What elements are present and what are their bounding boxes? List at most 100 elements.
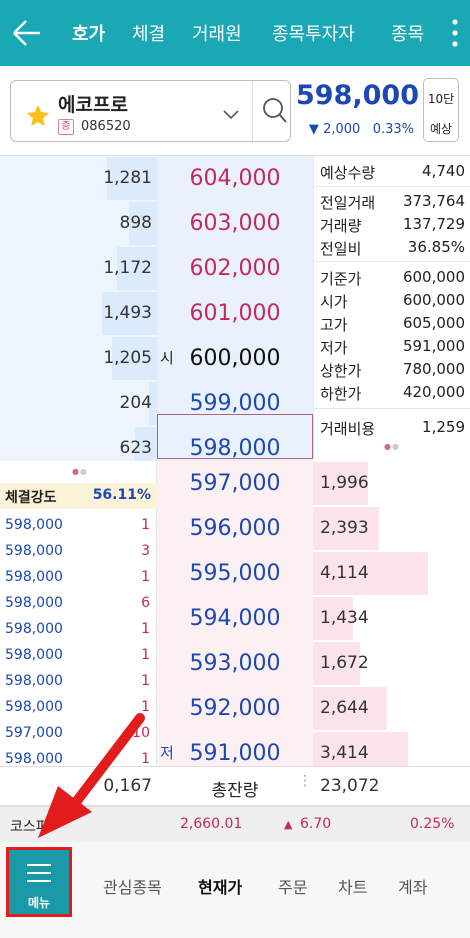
trade-qty: 3	[141, 543, 150, 559]
favorite-star-icon[interactable]	[25, 103, 51, 133]
sell-price[interactable]: 598,000	[189, 436, 281, 461]
orderbook: 1,281 604,000 898 603,000 1,172 602,000 …	[0, 156, 470, 806]
index-change: 6.70	[300, 816, 332, 832]
tab-stock-more[interactable]: 종목	[391, 24, 425, 45]
search-button[interactable]	[252, 81, 292, 141]
sell-volume-bar	[149, 382, 157, 425]
buy-price-column	[157, 461, 313, 766]
trade-qty: 1	[141, 647, 150, 663]
stat-value: 605,000	[402, 314, 465, 332]
stat-label: 전일비	[320, 240, 362, 258]
stat-label: 시가	[320, 293, 348, 311]
down-triangle-icon: ▼	[308, 122, 319, 137]
trade-price: 598,000	[5, 517, 63, 533]
trade-price: 598,000	[5, 673, 63, 689]
page-dots: ●●	[72, 467, 88, 476]
tab-investors[interactable]: 종목투자자	[272, 24, 355, 45]
trade-price: 597,000	[5, 725, 63, 741]
sell-qty: 898	[119, 213, 152, 233]
buy-volume-bar	[313, 507, 379, 550]
depth-label: 10단	[427, 92, 455, 106]
nav-current-price[interactable]: 현재가	[198, 878, 243, 897]
stat-value: 4,740	[422, 162, 465, 180]
hamburger-icon	[27, 864, 51, 888]
buy-qty: 2,393	[320, 518, 369, 538]
open-price-mark: 시	[160, 349, 174, 367]
tab-brokers[interactable]: 거래원	[192, 24, 242, 45]
stat-label: 전일거래	[320, 194, 376, 212]
stat-value: 420,000	[402, 383, 465, 401]
stock-selector[interactable]: 에코프로 증 086520	[10, 80, 291, 142]
back-arrow-icon[interactable]	[10, 14, 44, 52]
sell-price[interactable]: 602,000	[189, 256, 281, 281]
nav-watchlist[interactable]: 관심종목	[103, 878, 162, 897]
nav-chart[interactable]: 차트	[338, 878, 368, 897]
tab-trades[interactable]: 체결	[132, 24, 166, 45]
menu-label: 메뉴	[27, 896, 51, 910]
sell-qty: 1,172	[103, 258, 152, 278]
sell-volume-bar	[112, 337, 157, 380]
stock-name: 에코프로	[58, 94, 128, 116]
stat-label: 예상수량	[320, 164, 376, 182]
stat-label: 저가	[320, 339, 348, 357]
stat-value: 137,729	[402, 215, 465, 233]
sell-volume-bar	[107, 157, 157, 200]
stock-info-bar: 에코프로 증 086520 598,000 ▼ 2,000 0.33% 10단 …	[0, 66, 470, 156]
sell-volume-bar	[129, 202, 157, 245]
nav-account[interactable]: 계좌	[398, 878, 428, 897]
price-change: ▼ 2,000 0.33%	[296, 122, 414, 137]
sell-price[interactable]: 601,000	[189, 301, 281, 326]
sell-price[interactable]: 600,000	[189, 346, 281, 371]
trade-qty: 1	[141, 517, 150, 533]
buy-price[interactable]: 597,000	[189, 471, 281, 496]
sell-volume-bar	[117, 247, 157, 290]
menu-button[interactable]: 메뉴	[6, 847, 72, 917]
current-price: 598,000	[296, 80, 419, 111]
trade-price: 598,000	[5, 595, 63, 611]
chevron-down-icon[interactable]	[223, 105, 239, 124]
page-dots: ●●	[384, 442, 400, 451]
sell-price[interactable]: 599,000	[189, 391, 281, 416]
buy-price[interactable]: 595,000	[189, 561, 281, 586]
buy-qty: 3,414	[320, 743, 369, 763]
strength-value: 56.11%	[92, 487, 151, 503]
buy-qty: 1,672	[320, 653, 369, 673]
stat-value: 600,000	[402, 291, 465, 309]
buy-qty: 1,996	[320, 473, 369, 493]
buy-price[interactable]: 594,000	[189, 606, 281, 631]
trade-price: 598,000	[5, 647, 63, 663]
index-value: 2,660.01	[180, 816, 243, 832]
buy-qty: 1,434	[320, 608, 369, 628]
search-icon	[263, 98, 287, 123]
nav-order[interactable]: 주문	[278, 878, 308, 897]
trade-strength: 체결강도 56.11%	[0, 483, 157, 509]
divider	[314, 186, 470, 187]
trade-price: 598,000	[5, 621, 63, 637]
buy-price[interactable]: 591,000	[189, 741, 281, 766]
depth-toggle-button[interactable]: 10단 예상	[423, 78, 459, 142]
vertical-dots-icon[interactable]: ⋮	[298, 773, 312, 789]
stat-label: 하한가	[320, 385, 362, 403]
trade-price: 598,000	[5, 699, 63, 715]
current-price-highlight	[157, 414, 313, 459]
sell-price[interactable]: 603,000	[189, 211, 281, 236]
tab-hoga[interactable]: 호가	[72, 24, 106, 45]
buy-volume-bar	[313, 552, 428, 595]
sell-price[interactable]: 604,000	[189, 166, 281, 191]
sell-qty: 1,205	[103, 348, 152, 368]
buy-volume-bar	[313, 687, 387, 730]
change-percent: 0.33%	[372, 122, 414, 137]
buy-volume-bar	[313, 597, 353, 640]
buy-price[interactable]: 592,000	[189, 696, 281, 721]
stat-value: 36.85%	[407, 238, 465, 256]
total-remaining-row: 0,167 총잔량 ⋮ 23,072	[0, 766, 470, 806]
index-ticker[interactable]: 코스피 2,660.01 ▲ 6.70 0.25%	[0, 806, 470, 842]
bottom-navigation: 메뉴 관심종목 현재가 주문 차트 계좌	[0, 842, 470, 938]
more-options-icon[interactable]	[448, 14, 462, 52]
buy-price[interactable]: 596,000	[189, 516, 281, 541]
sell-volume-bar	[135, 427, 157, 470]
buy-price[interactable]: 593,000	[189, 651, 281, 676]
expect-label: 예상	[429, 122, 453, 136]
change-value: 2,000	[323, 122, 361, 137]
top-header: 호가 체결 거래원 종목투자자 종목	[0, 0, 470, 66]
